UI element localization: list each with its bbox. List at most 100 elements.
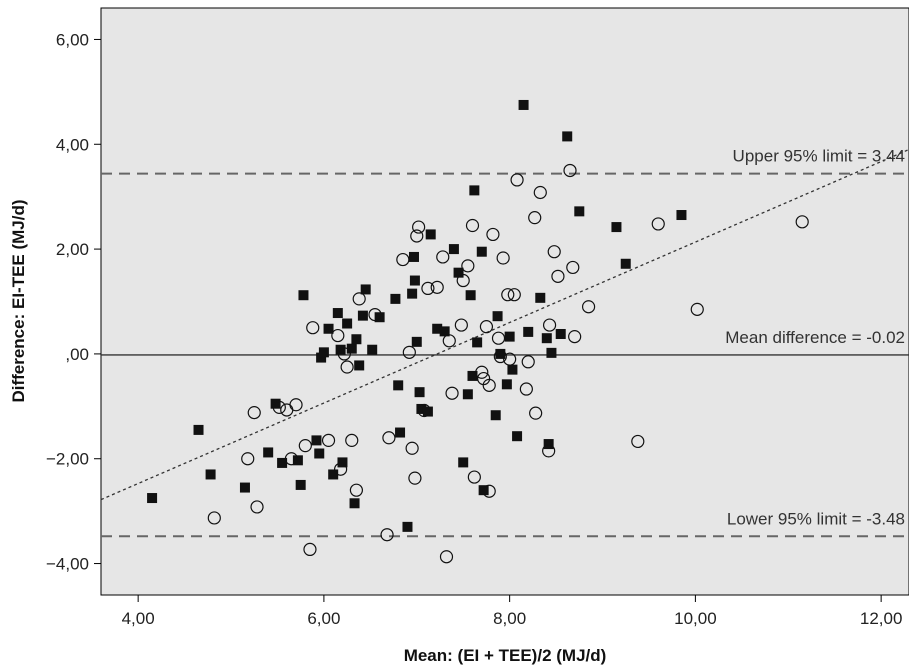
data-point-square-63 bbox=[543, 439, 554, 450]
data-point-circle-24 bbox=[405, 441, 419, 455]
y-tick-label-5: 6,00 bbox=[56, 30, 89, 49]
data-point-square-23 bbox=[354, 360, 365, 371]
data-point-square-22 bbox=[351, 334, 362, 345]
data-point-circle-45 bbox=[486, 227, 500, 242]
data-point-circle-47 bbox=[493, 349, 507, 364]
data-point-square-58 bbox=[512, 431, 523, 442]
data-point-circle-53 bbox=[519, 382, 533, 396]
data-point-square-48 bbox=[469, 185, 480, 196]
data-point-circle-34 bbox=[445, 386, 459, 400]
data-point-square-31 bbox=[402, 521, 413, 532]
data-point-square-57 bbox=[507, 364, 518, 375]
data-point-square-6 bbox=[277, 457, 288, 468]
data-point-circle-6 bbox=[284, 452, 298, 466]
data-point-square-4 bbox=[263, 447, 274, 458]
data-point-circle-44 bbox=[482, 484, 496, 498]
y-axis: −4,00 −2,00 ,00 2,00 4,00 6,00 bbox=[46, 30, 101, 574]
data-point-square-52 bbox=[490, 410, 501, 421]
data-point-circle-15 bbox=[340, 360, 354, 374]
x-tick-label-0: 4,00 bbox=[122, 609, 155, 628]
data-point-square-64 bbox=[546, 347, 557, 358]
data-point-square-59 bbox=[518, 99, 529, 110]
data-point-circle-19 bbox=[368, 308, 382, 322]
reference-line-label-0: Upper 95% limit = 3.44 bbox=[733, 147, 905, 166]
data-point-circle-57 bbox=[533, 185, 547, 200]
data-point-square-30 bbox=[395, 427, 406, 438]
data-point-circle-33 bbox=[442, 334, 456, 348]
data-point-circle-51 bbox=[507, 288, 521, 302]
data-point-circle-54 bbox=[521, 355, 535, 369]
data-point-square-12 bbox=[316, 352, 327, 363]
data-point-square-27 bbox=[374, 312, 385, 323]
y-tick-label-0: −4,00 bbox=[46, 555, 89, 574]
reference-line-label-2: Lower 95% limit = -3.48 bbox=[727, 509, 905, 528]
data-point-circle-64 bbox=[568, 330, 582, 344]
data-point-circle-42 bbox=[479, 320, 494, 334]
regression-line bbox=[100, 148, 909, 501]
regression-line-group bbox=[100, 148, 909, 501]
data-point-circle-26 bbox=[410, 229, 424, 243]
data-point-circle-2 bbox=[247, 406, 261, 420]
y-tick-label-1: −2,00 bbox=[46, 450, 89, 469]
data-point-square-9 bbox=[298, 290, 309, 301]
data-point-square-24 bbox=[357, 310, 368, 321]
data-point-circle-39 bbox=[467, 470, 481, 484]
data-point-square-60 bbox=[523, 326, 534, 337]
data-point-square-18 bbox=[337, 457, 348, 468]
x-axis: 4,00 6,00 8,00 10,00 12,00 bbox=[122, 595, 902, 628]
data-point-square-26 bbox=[367, 344, 378, 355]
data-point-square-38 bbox=[422, 406, 433, 417]
data-point-square-25 bbox=[360, 284, 371, 295]
data-point-circle-7 bbox=[289, 398, 303, 412]
data-point-square-49 bbox=[472, 337, 483, 348]
data-point-square-8 bbox=[295, 479, 306, 490]
data-point-square-29 bbox=[393, 380, 404, 391]
data-point-square-14 bbox=[323, 323, 334, 334]
y-tick-label-4: 4,00 bbox=[56, 135, 89, 154]
data-point-square-19 bbox=[342, 318, 353, 329]
data-point-circle-69 bbox=[795, 215, 809, 229]
data-point-circle-60 bbox=[547, 245, 561, 259]
data-point-square-47 bbox=[467, 370, 478, 381]
data-point-square-7 bbox=[292, 455, 303, 466]
data-point-circle-49 bbox=[501, 288, 515, 302]
data-point-circle-27 bbox=[412, 220, 426, 234]
data-point-square-54 bbox=[495, 348, 506, 359]
data-point-square-56 bbox=[504, 331, 515, 342]
data-point-circle-21 bbox=[382, 431, 396, 445]
data-point-circle-61 bbox=[551, 269, 565, 283]
reference-line-label-1: Mean difference = -0.02 bbox=[725, 328, 905, 347]
x-tick-label-3: 10,00 bbox=[674, 609, 717, 628]
data-point-square-21 bbox=[349, 498, 360, 509]
data-point-square-62 bbox=[541, 333, 552, 344]
data-point-square-28 bbox=[390, 293, 401, 304]
data-point-circle-10 bbox=[306, 321, 320, 335]
data-point-square-33 bbox=[408, 251, 419, 262]
data-point-circle-28 bbox=[417, 403, 431, 418]
data-point-circle-36 bbox=[456, 273, 470, 288]
data-point-circle-11 bbox=[321, 433, 336, 447]
data-point-square-42 bbox=[448, 244, 459, 255]
data-point-circle-25 bbox=[408, 471, 422, 485]
data-point-circle-4 bbox=[272, 400, 286, 414]
data-point-square-3 bbox=[239, 482, 250, 493]
x-axis-title: Mean: (EI + TEE)/2 (MJ/d) bbox=[404, 646, 607, 665]
data-point-square-10 bbox=[311, 435, 322, 446]
data-point-square-20 bbox=[346, 343, 357, 354]
reference-line-labels: Upper 95% limit = 3.44 Mean difference = … bbox=[725, 147, 905, 529]
data-point-circle-22 bbox=[396, 252, 410, 267]
data-point-square-65 bbox=[555, 328, 566, 339]
data-point-circle-58 bbox=[542, 444, 556, 458]
data-point-square-53 bbox=[492, 311, 503, 322]
data-point-square-61 bbox=[535, 292, 546, 303]
data-point-circle-40 bbox=[475, 365, 489, 379]
data-point-circle-18 bbox=[352, 292, 366, 306]
data-point-square-15 bbox=[328, 469, 339, 480]
data-point-square-67 bbox=[574, 206, 585, 217]
data-point-circle-35 bbox=[454, 318, 468, 332]
data-point-square-45 bbox=[462, 389, 473, 400]
y-tick-label-3: 2,00 bbox=[56, 240, 89, 259]
data-point-circle-63 bbox=[566, 260, 580, 275]
data-point-square-40 bbox=[432, 323, 443, 334]
data-point-circle-14 bbox=[337, 347, 351, 361]
